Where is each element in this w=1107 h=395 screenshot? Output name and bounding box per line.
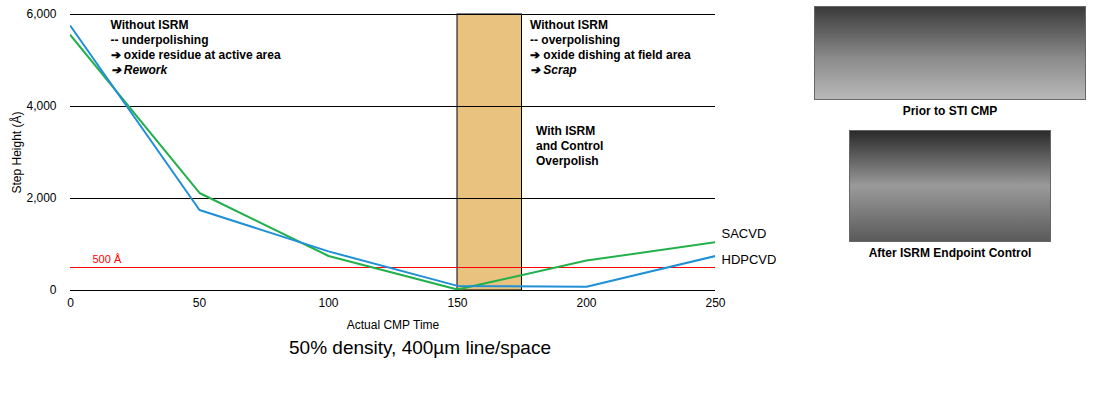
html-text:After ISRM Endpoint Control: After ISRM Endpoint Control xyxy=(868,246,1032,260)
svg-text:Without ISRM: Without ISRM xyxy=(530,18,608,32)
svg-text:500 Å: 500 Å xyxy=(93,253,122,265)
svg-text:250: 250 xyxy=(705,296,725,310)
svg-text:-- overpolishing: -- overpolishing xyxy=(530,33,620,47)
svg-text:0: 0 xyxy=(67,296,74,310)
svg-text:-- underpolishing: -- underpolishing xyxy=(111,33,209,47)
svg-text:Step Height (Å): Step Height (Å) xyxy=(9,111,24,193)
svg-text:100: 100 xyxy=(318,296,338,310)
svg-text:Actual CMP Time: Actual CMP Time xyxy=(347,318,440,332)
svg-text:Overpolish: Overpolish xyxy=(536,154,599,168)
svg-text:200: 200 xyxy=(576,296,596,310)
svg-text:With ISRM: With ISRM xyxy=(536,124,595,138)
svg-text:and Control: and Control xyxy=(536,139,603,153)
svg-text:50: 50 xyxy=(193,296,207,310)
svg-text:2,000: 2,000 xyxy=(26,191,56,205)
svg-text:Without ISRM: Without ISRM xyxy=(111,18,189,32)
svg-text:➔ oxide residue at active area: ➔ oxide residue at active area xyxy=(111,48,281,62)
html-text:Prior to STI CMP: Prior to STI CMP xyxy=(902,104,998,118)
svg-text:150: 150 xyxy=(447,296,467,310)
svg-text:➔ Rework: ➔ Rework xyxy=(111,63,169,77)
svg-text:4,000: 4,000 xyxy=(26,99,56,113)
svg-text:HDPCVD: HDPCVD xyxy=(722,252,777,267)
svg-text:➔ oxide dishing at field area: ➔ oxide dishing at field area xyxy=(530,48,691,62)
svg-text:0: 0 xyxy=(50,283,57,297)
svg-text:SACVD: SACVD xyxy=(722,226,767,241)
html-text:50% density, 400µm line/space: 50% density, 400µm line/space xyxy=(289,337,551,358)
svg-text:➔ Scrap: ➔ Scrap xyxy=(530,63,577,77)
svg-text:6,000: 6,000 xyxy=(26,7,56,21)
